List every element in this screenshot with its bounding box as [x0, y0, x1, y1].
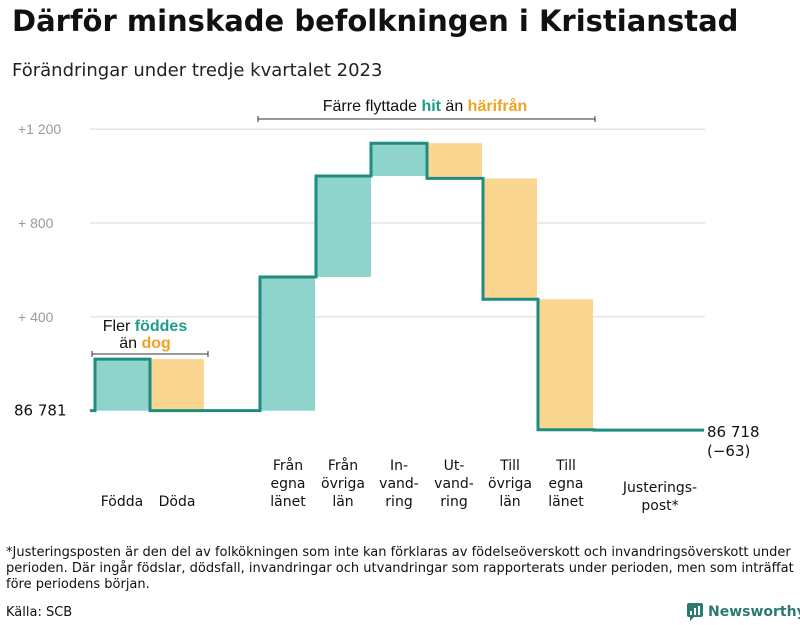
step-line [90, 141, 704, 432]
category-label: Justerings-post* [622, 480, 697, 514]
category-label: Från egna länet [270, 457, 306, 510]
labels: + 400 + 800 +1 200 86 781 86 718(−63) Födda Dö… [14, 97, 760, 514]
bar-4 [371, 143, 427, 177]
start-value-label: 86 781 [14, 402, 67, 420]
end-change-label: (−63) [707, 442, 750, 460]
y-tick-label: + 400 [18, 309, 54, 325]
footnote: *Justeringsposten är den del av folkökni… [6, 545, 794, 592]
category-label: Döda [159, 494, 196, 510]
bar-1 [150, 359, 204, 411]
newsworthy-logo: Newsworthy [687, 603, 800, 621]
category-label: Till egna länet [548, 458, 584, 510]
bar-5 [427, 143, 482, 179]
category-label: Från övriga län [321, 457, 365, 510]
source-label: Källa: SCB [6, 605, 73, 620]
chart-title: Därför minskade befolkningen i Kristians… [12, 4, 739, 38]
y-tick-label: +1 200 [18, 121, 61, 137]
category-label: Ut-vand-ring [434, 458, 474, 510]
gridlines [90, 128, 705, 318]
bars [95, 143, 593, 430]
bar-0 [95, 359, 149, 411]
bar-6 [483, 178, 537, 300]
logo-icon [687, 603, 703, 621]
y-tick-label: + 800 [18, 215, 54, 231]
end-value-label: 86 718 [707, 423, 760, 441]
waterfall-chart: + 400 + 800 +1 200 86 781 86 718(−63) Födda Dö… [14, 97, 760, 514]
chart-subtitle: Förändringar under tredje kvartalet 2023 [12, 60, 383, 81]
moves-annotation: Färre flyttade hit än härifrån [323, 97, 528, 115]
moves-bracket [257, 116, 596, 122]
births-bracket [91, 351, 209, 357]
logo-text: Newsworthy [708, 604, 800, 620]
category-label: In-vand-ring [379, 458, 419, 510]
bar-3 [316, 176, 371, 277]
births-annotation-line1: Fler föddes [103, 318, 188, 335]
bar-2 [260, 276, 315, 411]
category-label: Till övriga län [488, 458, 532, 510]
waterfall-step-line [90, 141, 704, 432]
category-label: Födda [101, 494, 143, 510]
births-annotation-line2: än dog [119, 335, 171, 352]
bar-7 [538, 299, 593, 430]
